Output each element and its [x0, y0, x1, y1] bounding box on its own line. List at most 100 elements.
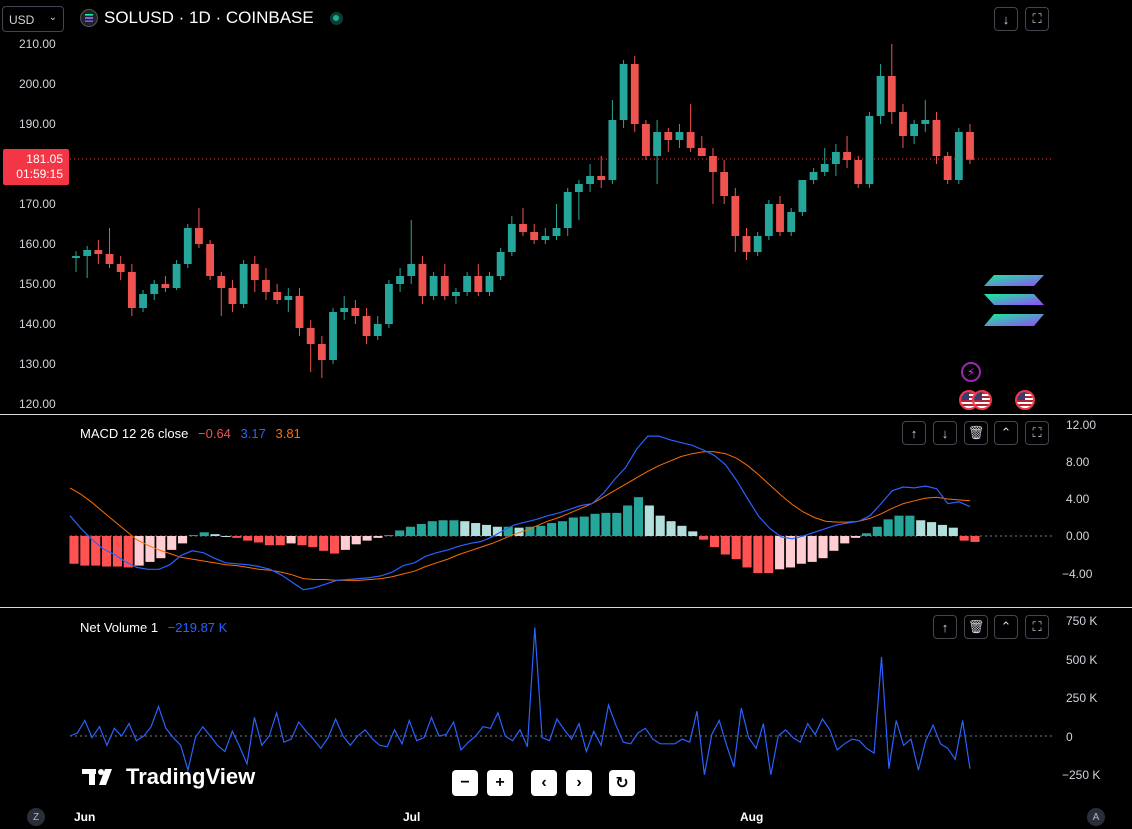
candle-body [742, 236, 751, 252]
arrow-up-icon[interactable]: ↑ [933, 615, 957, 639]
auto-scale-icon[interactable]: A [1087, 808, 1105, 826]
collapse-icon[interactable]: ⌃ [994, 615, 1018, 639]
candle-body [966, 132, 974, 160]
candle-body [809, 172, 818, 180]
candle-body [262, 280, 270, 292]
candle-body [429, 276, 438, 296]
macd-histogram-bar [829, 536, 839, 551]
candle-body [787, 212, 796, 232]
fullscreen-icon[interactable]: ⛶ [1025, 615, 1049, 639]
candle-body [228, 288, 237, 304]
candle-body [183, 228, 192, 264]
macd-histogram-bar [883, 519, 893, 536]
macd-histogram-bar [232, 536, 242, 538]
netvol-chart[interactable] [0, 608, 1132, 804]
netvol-axis-label: 500 K [1066, 653, 1098, 667]
macd-histogram-bar [601, 512, 611, 536]
fullscreen-icon[interactable]: ⛶ [1025, 7, 1049, 31]
macd-histogram-bar [818, 536, 828, 559]
macd-histogram-bar [579, 516, 589, 536]
macd-histogram-bar [851, 536, 861, 538]
us-flag-event-icon[interactable] [972, 390, 992, 410]
macd-histogram-bar [948, 527, 958, 536]
macd-histogram-bar [568, 517, 578, 536]
macd-histogram-bar [395, 530, 405, 536]
macd-hist-value: −0.64 [198, 426, 231, 441]
currency-select[interactable]: USD ⌄ [2, 6, 64, 32]
candle-body [753, 236, 762, 252]
macd-histogram-bar [308, 536, 318, 548]
macd-histogram-bar [253, 536, 264, 543]
macd-histogram-bar [937, 524, 947, 536]
candle-body [116, 264, 125, 272]
trash-icon[interactable]: 🗑 [964, 615, 988, 639]
candle-body [496, 252, 505, 276]
macd-legend[interactable]: MACD 12 26 close −0.64 3.17 3.81 [80, 426, 301, 441]
macd-histogram-bar [481, 524, 492, 536]
zoom-in-button[interactable]: + [487, 770, 513, 796]
last-price-value: 181.05 [26, 152, 63, 166]
chevron-down-icon: ⌄ [48, 12, 57, 23]
pane-separator[interactable] [0, 414, 1132, 415]
macd-histogram-bar [970, 536, 980, 542]
netvol-legend[interactable]: Net Volume 1 −219.87 K [80, 620, 227, 635]
candle-body [396, 276, 404, 284]
macd-axis-label: −4.00 [1062, 567, 1093, 581]
z-settings-icon[interactable]: Z [27, 808, 45, 826]
trash-icon[interactable]: 🗑 [964, 421, 988, 445]
candle-body [820, 164, 829, 172]
macd-histogram-bar [503, 526, 513, 536]
candle-body [519, 224, 527, 232]
macd-histogram-bar [927, 522, 937, 536]
us-flag-event-icon[interactable] [1015, 390, 1035, 410]
candle-body [273, 292, 282, 300]
candle-body [373, 324, 382, 336]
candle-body [72, 256, 80, 258]
macd-histogram-bar [764, 536, 774, 573]
macd-line [69, 435, 971, 591]
candle-body [932, 120, 941, 156]
price-chart[interactable] [0, 0, 1132, 414]
candle-body [362, 316, 371, 336]
macd-axis-label: 4.00 [1066, 492, 1090, 506]
scroll-left-button[interactable]: ‹ [531, 770, 557, 796]
macd-histogram-bar [221, 536, 231, 537]
macd-histogram-bar [916, 520, 926, 536]
candle-body [776, 204, 784, 232]
pane-separator[interactable] [0, 607, 1132, 608]
candle-body [574, 184, 583, 192]
candle-body [686, 132, 695, 148]
macd-histogram-bar [840, 536, 850, 544]
tradingview-logo[interactable]: TradingView [82, 764, 255, 790]
fullscreen-icon[interactable]: ⛶ [1025, 421, 1049, 445]
candle-body [563, 192, 572, 228]
scroll-right-button[interactable]: › [566, 770, 592, 796]
symbol-header[interactable]: SOLUSD · 1D · COINBASE [80, 8, 343, 28]
candle-body [384, 284, 393, 324]
macd-histogram-bar [753, 536, 763, 573]
macd-chart[interactable] [0, 415, 1132, 607]
candle-body [329, 312, 337, 360]
macd-histogram-bar [731, 536, 741, 560]
macd-histogram-bar [264, 536, 274, 546]
netvol-axis-label: 0 [1066, 730, 1073, 744]
arrow-down-icon[interactable]: ↓ [994, 7, 1018, 31]
collapse-icon[interactable]: ⌃ [994, 421, 1018, 445]
zoom-out-button[interactable]: − [452, 770, 478, 796]
candle-body [630, 64, 639, 124]
reset-icon[interactable]: ↻ [609, 770, 635, 796]
arrow-up-icon[interactable]: ↑ [902, 421, 926, 445]
last-price-tag: 181.05 01:59:15 [3, 149, 69, 185]
netvol-axis-label: 750 K [1066, 614, 1098, 628]
macd-histogram-bar [666, 521, 676, 536]
macd-histogram-bar [177, 536, 188, 544]
candle-body [94, 250, 103, 254]
candle-body [150, 284, 159, 294]
event-lightning-icon[interactable]: ⚡ [961, 362, 981, 382]
candle-body [865, 116, 874, 184]
macd-histogram-bar [872, 526, 882, 536]
arrow-down-icon[interactable]: ↓ [933, 421, 957, 445]
market-status-icon [329, 11, 343, 25]
macd-histogram-bar [720, 536, 730, 555]
macd-histogram-bar [449, 520, 459, 536]
